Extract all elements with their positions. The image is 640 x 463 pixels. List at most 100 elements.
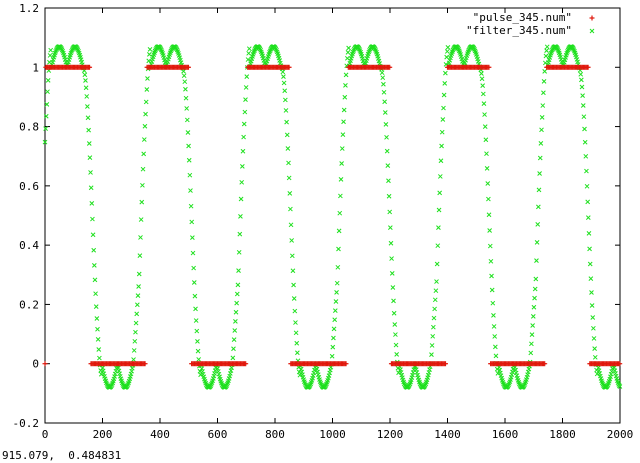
- filter-point: [491, 313, 496, 318]
- filter-point: [580, 103, 586, 108]
- filter-point: [581, 114, 587, 120]
- pulse-point: [243, 361, 249, 367]
- filter-point: [488, 258, 494, 264]
- coordinate-readout: 915.079, 0.484831: [2, 449, 122, 462]
- filter-point: [345, 50, 351, 55]
- filter-point: [584, 183, 590, 189]
- pulse-point: [486, 64, 492, 70]
- pulse-point: [617, 361, 623, 367]
- filter-point: [530, 323, 536, 328]
- filter-point: [42, 139, 48, 145]
- pulse-point: [585, 64, 591, 70]
- filter-point: [390, 285, 396, 290]
- filter-point: [141, 151, 147, 157]
- filter-point: [96, 347, 102, 352]
- filter-point: [237, 231, 243, 237]
- filter-point: [88, 170, 93, 175]
- filter-point: [241, 121, 247, 127]
- filter-point: [346, 45, 351, 51]
- filter-point: [487, 228, 493, 233]
- filter-point: [233, 309, 239, 315]
- filter-point: [486, 196, 491, 202]
- filter-point: [288, 222, 294, 228]
- filter-point: [95, 326, 100, 332]
- filter-point: [194, 328, 200, 334]
- series-pulse-points: [42, 64, 623, 367]
- filter-point: [539, 114, 545, 120]
- filter-point: [195, 338, 200, 344]
- filter-point: [293, 330, 299, 336]
- filter-point: [533, 276, 539, 282]
- filter-point: [484, 165, 490, 171]
- filter-point: [190, 235, 195, 240]
- filter-point: [481, 101, 487, 106]
- filter-point: [379, 70, 385, 76]
- filter-point: [334, 280, 340, 286]
- x-tick-label: 0: [42, 428, 49, 441]
- filter-point: [492, 344, 498, 350]
- filter-point: [336, 246, 341, 252]
- y-tick-label: 0.8: [19, 121, 39, 134]
- filter-point: [234, 291, 240, 297]
- filter-point: [189, 219, 195, 225]
- filter-point: [238, 196, 244, 202]
- filter-point: [245, 57, 251, 62]
- filter-point: [293, 320, 298, 325]
- filter-point: [529, 332, 535, 338]
- filter-point: [184, 117, 190, 123]
- filter-point: [89, 200, 95, 206]
- filter-point: [147, 47, 153, 52]
- filter-point: [386, 193, 392, 199]
- filter-point: [591, 325, 596, 331]
- filter-point: [181, 68, 186, 74]
- filter-point: [389, 256, 394, 261]
- filter-point: [284, 119, 289, 125]
- filter-point: [541, 79, 547, 84]
- x-tick-label: 1800: [549, 428, 576, 441]
- filter-point: [532, 286, 538, 292]
- pulse-point: [185, 64, 191, 70]
- filter-point: [432, 306, 437, 312]
- filter-point: [385, 163, 391, 168]
- filter-point: [429, 352, 434, 357]
- y-tick-label: 1: [32, 61, 39, 74]
- filter-point: [580, 93, 585, 98]
- x-tick-label: 1200: [377, 428, 404, 441]
- filter-point: [544, 44, 550, 50]
- filter-point: [542, 69, 548, 74]
- filter-point: [491, 324, 497, 329]
- filter-point: [490, 300, 496, 306]
- legend: "pulse_345.num" "filter_345.num": [466, 11, 595, 37]
- filter-point: [388, 240, 394, 246]
- pulse-point: [387, 64, 393, 70]
- filter-point: [445, 45, 451, 50]
- axis-ticks: [44, 7, 621, 424]
- filter-point: [196, 357, 202, 362]
- filter-point: [185, 130, 191, 135]
- filter-point: [93, 291, 98, 297]
- filter-point: [193, 306, 198, 312]
- filter-point: [584, 168, 589, 174]
- y-tick-label: -0.2: [13, 417, 40, 430]
- plot-frame: [44, 7, 621, 424]
- filter-point: [429, 343, 435, 348]
- filter-point: [480, 83, 486, 88]
- filter-point: [183, 86, 188, 92]
- filter-point: [131, 348, 137, 353]
- filter-point: [393, 342, 399, 348]
- filter-point: [585, 199, 591, 205]
- filter-point: [45, 78, 51, 83]
- filter-point: [186, 143, 191, 149]
- filter-point: [294, 340, 300, 346]
- filter-point: [230, 355, 236, 361]
- filter-point: [438, 158, 444, 164]
- filter-point: [430, 333, 436, 339]
- filter-point: [582, 139, 588, 145]
- y-tick-labels: 1.2 1 0.8 0.6 0.4 0.2 0 -0.2: [13, 2, 40, 430]
- pulse-point: [142, 361, 148, 367]
- filter-point: [579, 84, 585, 90]
- filter-point: [431, 315, 437, 321]
- filter-point: [289, 238, 295, 243]
- filter-point: [82, 72, 88, 78]
